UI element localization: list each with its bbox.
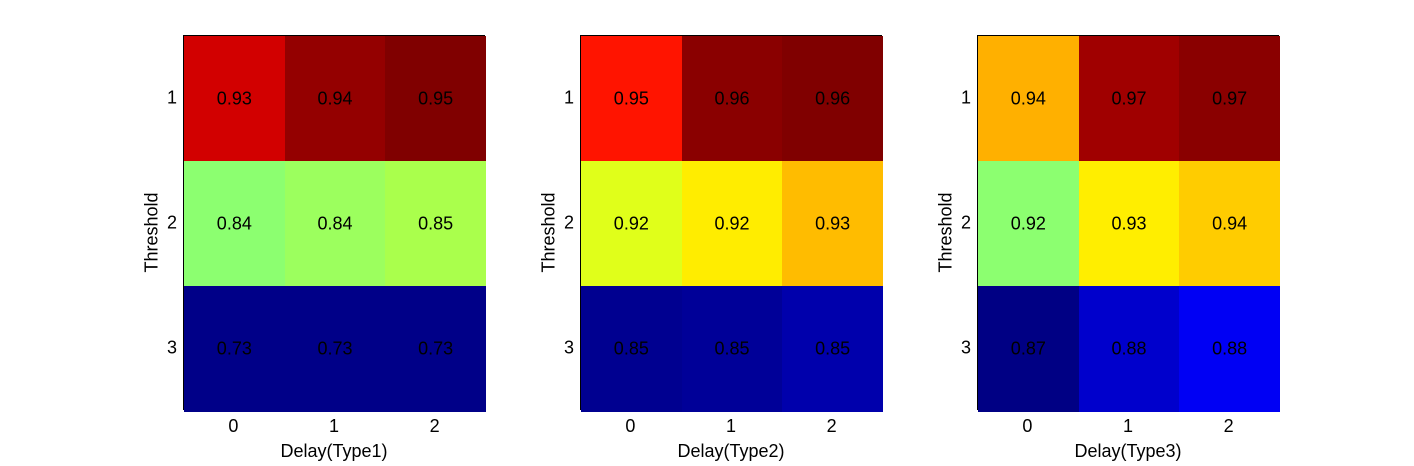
heatmap-cell: [978, 36, 1080, 162]
heatmap-cell: [782, 286, 884, 412]
y-tick-label: 1: [166, 87, 177, 107]
y-axis-label: Threshold: [538, 192, 559, 273]
cell-value-label: 0.95: [418, 88, 454, 108]
heatmap-panel-1: 0.93 0.94 0.95 0.84 0.84 0.85 0.73 0.73 0.73 1 2 3 0…: [138, 0, 538, 466]
x-tick-label: 2: [826, 416, 837, 436]
cell-value-label: 0.93: [815, 213, 851, 233]
heatmap-cell: [681, 286, 783, 412]
x-tick-label: 0: [625, 416, 636, 436]
cell-value-label: 0.92: [1010, 213, 1046, 233]
x-tick-label: 1: [328, 416, 340, 436]
heatmap-cell: [284, 161, 386, 287]
x-axis-label: Delay(Type1): [280, 441, 388, 461]
cell-value-label: 0.87: [1010, 338, 1046, 358]
x-axis-label: Delay(Type2): [677, 441, 785, 461]
cell-value-label: 0.85: [613, 338, 649, 358]
cell-value-label: 0.92: [613, 213, 649, 233]
y-tick-label: 3: [166, 337, 177, 357]
heatmap-cell: [1179, 286, 1281, 412]
x-tick-label: 1: [725, 416, 737, 436]
y-tick-label: 1: [563, 87, 574, 107]
y-tick-label: 2: [960, 212, 971, 232]
heatmap-cell: [1078, 161, 1180, 287]
y-tick-label: 1: [960, 87, 971, 107]
cell-value-label: 0.73: [216, 338, 252, 358]
y-tick-label: 2: [563, 212, 574, 232]
cell-value-label: 0.96: [815, 88, 851, 108]
cell-value-label: 0.93: [1111, 213, 1147, 233]
cell-value-label: 0.88: [1111, 338, 1147, 358]
heatmap-panel-3: 0.94 0.97 0.97 0.92 0.93 0.94 0.87 0.88 0.88 1 2 3 0…: [932, 0, 1332, 466]
heatmap-cell: [782, 161, 884, 287]
heatmap-cell: [782, 36, 884, 162]
heatmap-cell: [284, 286, 386, 412]
x-tick-label: 0: [228, 416, 239, 436]
heatmap-cell: [681, 36, 783, 162]
cell-value-label: 0.93: [216, 88, 252, 108]
cell-value-label: 0.97: [1111, 88, 1147, 108]
x-tick-label: 0: [1022, 416, 1033, 436]
x-tick-label: 2: [1223, 416, 1234, 436]
heatmap-cell: [581, 286, 683, 412]
cell-value-label: 0.84: [317, 213, 353, 233]
heatmap-cell: [385, 36, 487, 162]
heatmap-cell: [1179, 161, 1281, 287]
heatmap-cell: [184, 36, 286, 162]
heatmap-cell: [1078, 286, 1180, 412]
cell-value-label: 0.96: [714, 88, 750, 108]
heatmap-cell: [184, 161, 286, 287]
cell-value-label: 0.88: [1212, 338, 1248, 358]
y-tick-label: 3: [563, 337, 574, 357]
cell-value-label: 0.97: [1212, 88, 1248, 108]
heatmap-cell: [1078, 36, 1180, 162]
cell-value-label: 0.85: [418, 213, 454, 233]
y-axis-label: Threshold: [141, 192, 162, 273]
cell-value-label: 0.73: [317, 338, 353, 358]
heatmap-cell: [385, 286, 487, 412]
heatmap-cell: [978, 161, 1080, 287]
cell-value-label: 0.84: [216, 213, 252, 233]
cell-value-label: 0.95: [613, 88, 649, 108]
y-tick-label: 3: [960, 337, 971, 357]
heatmap-panel-2: 0.95 0.96 0.96 0.92 0.92 0.93 0.85 0.85 0.85 1 2 3 0…: [535, 0, 935, 466]
y-axis-label: Threshold: [935, 192, 956, 273]
heatmap-cell: [978, 286, 1080, 412]
heatmap-plot-area: 0.94 0.97 0.97 0.92 0.93 0.94 0.87 0.88 0.88: [977, 35, 1281, 412]
cell-value-label: 0.94: [317, 88, 353, 108]
cell-value-label: 0.92: [714, 213, 750, 233]
heatmap-cell: [284, 36, 386, 162]
heatmap-cell: [581, 161, 683, 287]
heatmap-cell: [184, 286, 286, 412]
y-tick-label: 2: [166, 212, 177, 232]
heatmap-cell: [581, 36, 683, 162]
heatmap-cell: [385, 161, 487, 287]
heatmap-cell: [1179, 36, 1281, 162]
cell-value-label: 0.85: [815, 338, 851, 358]
cell-value-label: 0.94: [1212, 213, 1248, 233]
heatmap-plot-area: 0.95 0.96 0.96 0.92 0.92 0.93 0.85 0.85 0.85: [580, 35, 884, 412]
x-tick-label: 1: [1122, 416, 1134, 436]
x-axis-label: Delay(Type3): [1074, 441, 1182, 461]
heatmap-cell: [681, 161, 783, 287]
cell-value-label: 0.85: [714, 338, 750, 358]
x-tick-label: 2: [429, 416, 440, 436]
heatmap-plot-area: 0.93 0.94 0.95 0.84 0.84 0.85 0.73 0.73 0.73: [183, 35, 487, 412]
cell-value-label: 0.73: [418, 338, 454, 358]
cell-value-label: 0.94: [1010, 88, 1046, 108]
